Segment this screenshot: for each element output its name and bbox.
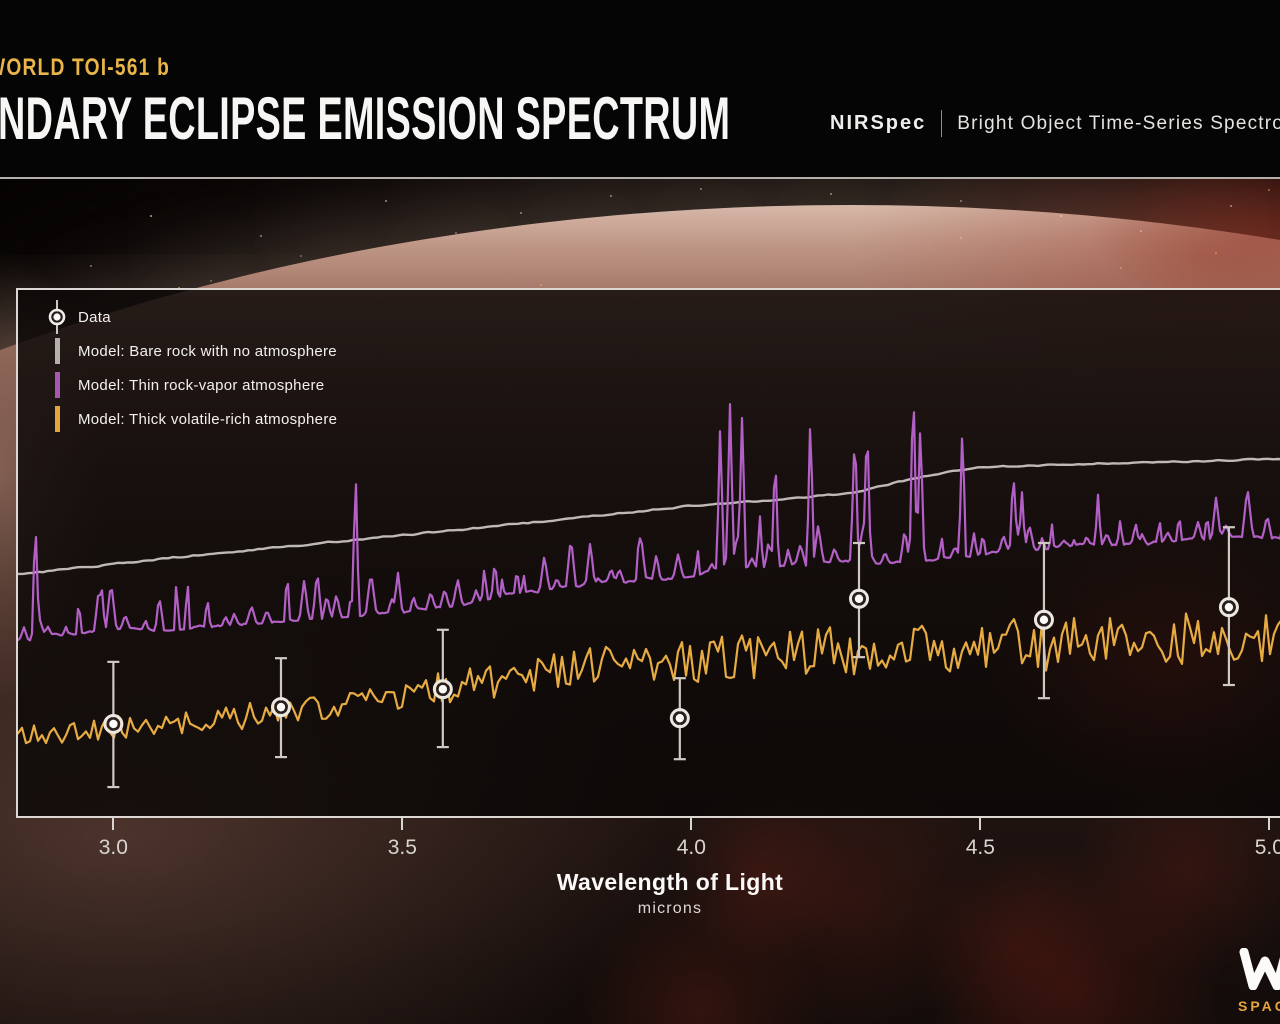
star-field (150, 215, 152, 217)
legend-row-rock-vapor: Model: Thin rock-vapor atmosphere (46, 372, 337, 398)
instrument-mode: Bright Object Time-Series Spectroscopy (957, 112, 1280, 134)
x-tick (1268, 818, 1271, 830)
x-tick (401, 818, 404, 830)
rock-vapor-swatch-icon (54, 372, 60, 398)
instrument-block: NIRSpec Bright Object Time-Series Spectr… (830, 110, 1280, 137)
legend-label-rock-vapor: Model: Thin rock-vapor atmosphere (78, 376, 325, 394)
legend-label-bare-rock: Model: Bare rock with no atmosphere (78, 342, 337, 360)
page-subtitle: WORLD TOI-561 b (0, 54, 170, 81)
x-tick-label: 5.0 (1254, 836, 1280, 859)
legend-row-data: Data (46, 300, 337, 334)
spectrum-plot: Data Model: Bare rock with no atmosphere… (16, 288, 1280, 818)
x-tick (690, 818, 693, 830)
instrument-divider (941, 110, 943, 137)
volatile-rich-swatch-icon (54, 406, 60, 432)
header-band: WORLD TOI-561 b NDARY ECLIPSE EMISSION S… (0, 0, 1280, 179)
x-tick-label: 4.0 (676, 836, 706, 859)
instrument-name: NIRSpec (830, 112, 927, 134)
legend-label-data: Data (78, 308, 111, 326)
spectrum-chart (18, 403, 1280, 789)
webb-logo: SPACE (1238, 947, 1280, 1014)
data-point-icon (46, 300, 68, 334)
x-tick-label: 3.0 (98, 836, 128, 859)
webb-w-icon (1239, 947, 1280, 991)
x-tick-label: 3.5 (387, 836, 417, 859)
legend-row-volatile-rich: Model: Thick volatile-rich atmosphere (46, 406, 337, 432)
x-tick-label: 4.5 (965, 836, 995, 859)
x-axis-title: Wavelength of Light (556, 869, 784, 895)
bare-rock-swatch-icon (54, 338, 60, 364)
x-tick (112, 818, 115, 830)
webb-logo-subtext: SPACE (1238, 998, 1280, 1014)
x-axis-units: microns (637, 900, 703, 917)
legend-row-bare-rock: Model: Bare rock with no atmosphere (46, 338, 337, 364)
x-tick (979, 818, 982, 830)
page-title: NDARY ECLIPSE EMISSION SPECTRUM (0, 85, 731, 152)
chart-legend: Data Model: Bare rock with no atmosphere… (46, 300, 337, 440)
legend-label-volatile-rich: Model: Thick volatile-rich atmosphere (78, 410, 338, 428)
